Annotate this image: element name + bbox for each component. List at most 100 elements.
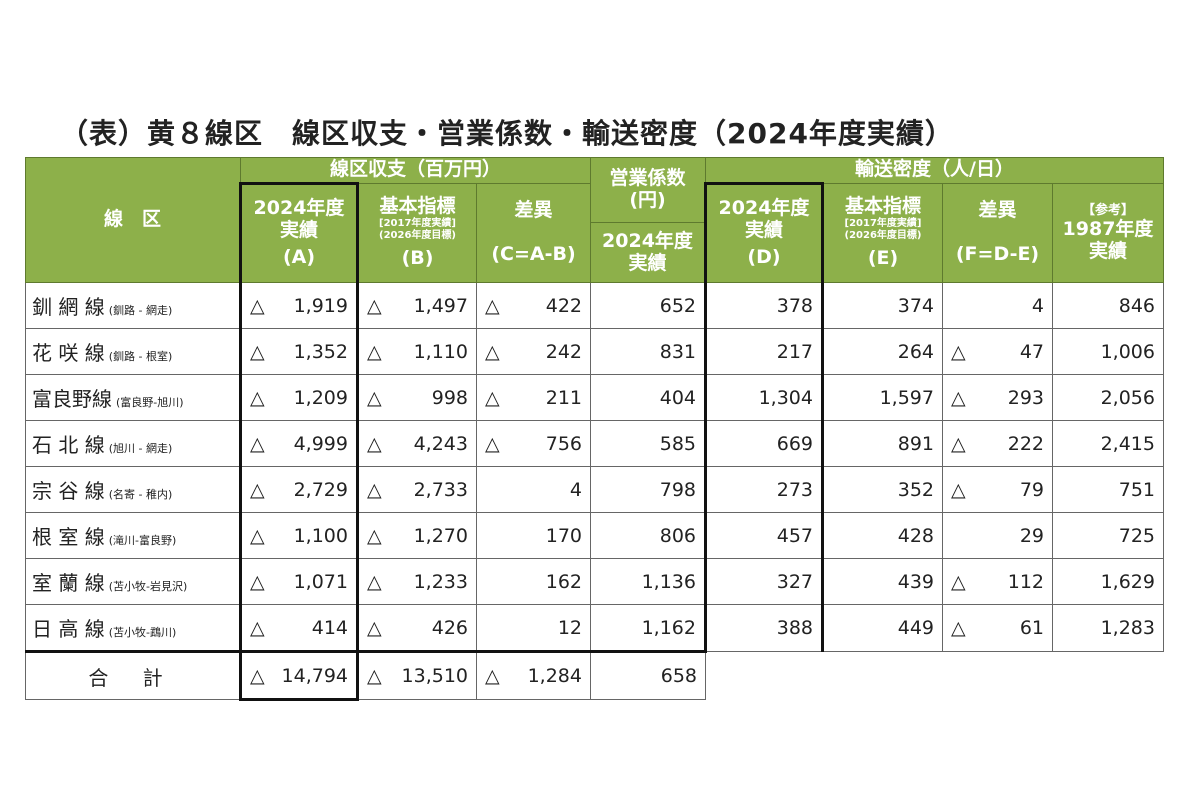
table-cell: △ 13,510	[357, 650, 477, 700]
table-cell: 449	[822, 604, 943, 652]
table-cell: 457	[704, 512, 824, 559]
triangle-marker: △	[951, 386, 966, 409]
triangle-marker: △	[250, 664, 265, 687]
table-cell: 388	[704, 604, 824, 652]
header-op-coef-2024: 2024年度 実績	[590, 222, 706, 283]
header-ref: 【参考】 1987年度 実績	[1052, 183, 1164, 283]
header-E: 基本指標 [2017年度実績] (2026年度目標) (E)	[822, 183, 943, 283]
table-cell: △ 293	[942, 374, 1053, 421]
table-cell: 2,415	[1052, 420, 1164, 467]
triangle-marker: △	[951, 340, 966, 363]
table-row: 花 咲 線 (釧路 - 根室) △ 1,352 △ 1,110 △ 242 831 217 264 △…	[25, 328, 1164, 375]
table-row: 釧 網 線 (釧路 - 網走) △ 1,919 △ 1,497 △ 422 652 378 374 4…	[25, 282, 1164, 329]
table-cell: △ 1,071	[239, 558, 359, 605]
table-cell: 725	[1052, 512, 1164, 559]
line-name-cell: 日 高 線 (苫小牧-鵡川)	[25, 604, 241, 652]
triangle-marker: △	[250, 340, 265, 363]
table-cell: △ 242	[476, 328, 591, 375]
table-cell: 162	[476, 558, 591, 605]
header-line: 線 区	[25, 157, 241, 283]
table-row: 石 北 線 (旭川 - 網走) △ 4,999 △ 4,243 △ 756 585 669 891 △…	[25, 420, 1164, 467]
triangle-marker: △	[367, 524, 382, 547]
triangle-marker: △	[485, 665, 500, 687]
triangle-marker: △	[951, 478, 966, 501]
triangle-marker: △	[367, 294, 382, 317]
table-cell: △ 14,794	[239, 650, 359, 701]
table-row: 室 蘭 線 (苫小牧-岩見沢) △ 1,071 △ 1,233 162 1,136 327 439…	[25, 558, 1164, 605]
header-density: 輸送密度（人/日）	[705, 157, 1164, 184]
table-cell: △ 1,284	[476, 650, 591, 700]
triangle-marker: △	[367, 616, 382, 639]
table-row: 日 高 線 (苫小牧-鵡川) △ 414 △ 426 12 1,162 388 449 △ 61 1,2…	[25, 604, 1164, 652]
triangle-marker: △	[485, 432, 500, 455]
header-B: 基本指標 [2017年度実績] (2026年度目標) (B)	[357, 183, 477, 283]
triangle-marker: △	[367, 386, 382, 409]
table-cell: 806	[590, 512, 706, 559]
table-cell: △ 1,100	[239, 512, 359, 559]
table-cell: △ 422	[476, 282, 591, 329]
line-name-cell: 宗 谷 線 (名寄 - 稚内)	[25, 466, 241, 513]
triangle-marker: △	[485, 294, 500, 317]
total-label: 合 計	[25, 650, 241, 700]
table-row: 富良野線 (富良野-旭川) △ 1,209 △ 998 △ 211 404 1,304 1,597 △…	[25, 374, 1164, 421]
triangle-marker: △	[951, 432, 966, 455]
triangle-marker: △	[367, 570, 382, 593]
table-cell: △ 4,999	[239, 420, 359, 467]
triangle-marker: △	[250, 432, 265, 455]
triangle-marker: △	[367, 478, 382, 501]
triangle-marker: △	[367, 340, 382, 363]
table-cell: △ 1,352	[239, 328, 359, 375]
table-cell: △ 998	[357, 374, 477, 421]
table-cell: 2,056	[1052, 374, 1164, 421]
line-balance-table: 線 区 線区収支（百万円） 営業係数 (円) 輸送密度（人/日） 2024年度 実績…	[25, 157, 1164, 701]
table-cell: 428	[822, 512, 943, 559]
triangle-marker: △	[951, 570, 966, 593]
triangle-marker: △	[250, 524, 265, 547]
line-name-cell: 室 蘭 線 (苫小牧-岩見沢)	[25, 558, 241, 605]
table-row: 宗 谷 線 (名寄 - 稚内) △ 2,729 △ 2,733 4 798 273 352 △ 79 7…	[25, 466, 1164, 513]
table-cell: △ 61	[942, 604, 1053, 652]
table-cell: 217	[704, 328, 824, 375]
table-row: 根 室 線 (滝川-富良野) △ 1,100 △ 1,270 170 806 457 428 29 7…	[25, 512, 1164, 559]
table-cell: △ 1,919	[239, 282, 359, 329]
table-cell: △ 112	[942, 558, 1053, 605]
header-C: 差異 (C=A-B)	[476, 183, 591, 283]
table-cell: 4	[942, 282, 1053, 329]
table-cell: △ 2,729	[239, 466, 359, 513]
line-name-cell: 石 北 線 (旭川 - 網走)	[25, 420, 241, 467]
table-cell: 12	[476, 604, 591, 652]
table-cell: 327	[704, 558, 824, 605]
table-cell: 751	[1052, 466, 1164, 513]
table-cell: △ 4,243	[357, 420, 477, 467]
table-cell: △ 1,233	[357, 558, 477, 605]
table-cell: 846	[1052, 282, 1164, 329]
table-cell: 1,304	[704, 374, 824, 421]
header-D: 2024年度 実績 (D)	[704, 182, 824, 283]
table-cell: △ 222	[942, 420, 1053, 467]
table-cell: △ 414	[239, 604, 359, 652]
table-cell: 1,597	[822, 374, 943, 421]
table-cell: △ 211	[476, 374, 591, 421]
table-cell: 4	[476, 466, 591, 513]
table-cell: △ 1,110	[357, 328, 477, 375]
table-cell: 891	[822, 420, 943, 467]
triangle-marker: △	[250, 294, 265, 317]
table-cell: △ 2,733	[357, 466, 477, 513]
triangle-marker: △	[951, 617, 966, 639]
table-cell: 352	[822, 466, 943, 513]
table-cell: △ 426	[357, 604, 477, 652]
triangle-marker: △	[367, 432, 382, 455]
table-cell: 439	[822, 558, 943, 605]
table-cell: 669	[704, 420, 824, 467]
table-cell: △ 1,270	[357, 512, 477, 559]
table-cell: 170	[476, 512, 591, 559]
triangle-marker: △	[250, 570, 265, 593]
table-cell: 1,162	[590, 604, 706, 652]
table-cell: 264	[822, 328, 943, 375]
table-cell: 1,629	[1052, 558, 1164, 605]
table-cell: 404	[590, 374, 706, 421]
table-cell: △ 1,209	[239, 374, 359, 421]
triangle-marker: △	[367, 665, 382, 687]
table-cell: △ 79	[942, 466, 1053, 513]
table-cell: 1,006	[1052, 328, 1164, 375]
